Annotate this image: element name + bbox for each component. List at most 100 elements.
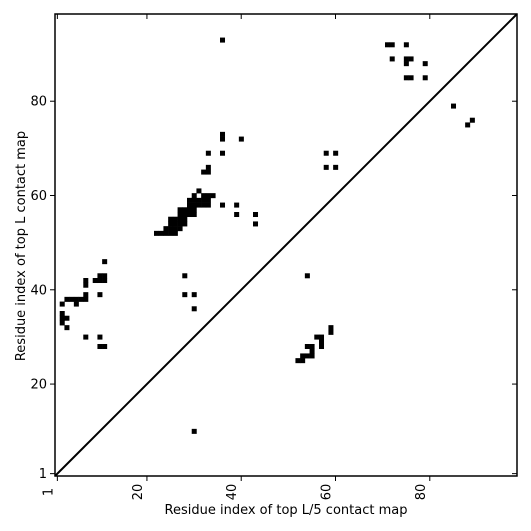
contact-point-top-l5 bbox=[328, 329, 334, 335]
contact-point-top-l bbox=[177, 216, 183, 222]
contact-point-top-l bbox=[389, 56, 395, 62]
contact-point-top-l bbox=[102, 344, 108, 350]
contact-point-top-l bbox=[182, 221, 188, 227]
contact-point-top-l bbox=[177, 221, 183, 227]
contact-point-top-l bbox=[97, 278, 103, 284]
contact-point-top-l bbox=[59, 311, 65, 317]
contact-point-top-l bbox=[220, 37, 226, 43]
plot-frame bbox=[54, 13, 518, 477]
diagonal-line bbox=[54, 13, 518, 477]
x-tick-label: 20 bbox=[131, 484, 146, 501]
y-axis-title: Residue index of top L contact map bbox=[14, 131, 29, 361]
contact-point-top-l bbox=[92, 278, 98, 284]
contact-point-top-l bbox=[403, 75, 409, 81]
contact-point-top-l bbox=[205, 202, 211, 208]
contact-point-top-l5 bbox=[319, 334, 325, 340]
x-tick-label: 1 bbox=[41, 488, 56, 496]
contact-point-top-l bbox=[191, 207, 197, 213]
x-axis-ticks: 1 20 40 60 80 bbox=[41, 14, 431, 501]
contact-point-top-l bbox=[323, 150, 329, 156]
contact-point-top-l5 bbox=[309, 344, 315, 350]
contact-point-top-l bbox=[83, 334, 89, 340]
contact-point-top-l bbox=[451, 103, 457, 109]
contact-point-top-l bbox=[220, 202, 226, 208]
contact-point-top-l bbox=[422, 61, 428, 67]
contact-point-top-l bbox=[191, 197, 197, 203]
y-tick-label: 20 bbox=[30, 378, 47, 393]
contact-point-top-l bbox=[323, 164, 329, 170]
contact-point-top-l bbox=[191, 292, 197, 298]
contact-point-top-l bbox=[403, 56, 409, 62]
contact-point-top-l bbox=[83, 296, 89, 302]
contact-point-top-l bbox=[205, 150, 211, 156]
contact-point-top-l bbox=[97, 273, 103, 279]
contact-point-top-l bbox=[59, 315, 65, 321]
x-tick-label: 80 bbox=[414, 484, 429, 501]
contact-point-top-l bbox=[201, 197, 207, 203]
contact-point-top-l bbox=[304, 273, 310, 279]
contact-point-top-l bbox=[163, 230, 169, 236]
contact-point-top-l bbox=[187, 197, 193, 203]
y-tick-label: 80 bbox=[30, 95, 47, 110]
contact-point-top-l bbox=[465, 122, 471, 128]
contact-point-top-l bbox=[182, 216, 188, 222]
contact-point-top-l bbox=[97, 292, 103, 298]
contact-point-top-l5 bbox=[300, 353, 306, 359]
contact-point-top-l bbox=[191, 212, 197, 218]
contact-point-top-l bbox=[69, 296, 75, 302]
contact-point-top-l bbox=[168, 221, 174, 227]
contact-point-top-l5 bbox=[295, 358, 301, 364]
contact-point-top-l5 bbox=[304, 344, 310, 350]
contact-point-top-l5 bbox=[191, 428, 197, 434]
contact-point-top-l bbox=[83, 282, 89, 288]
contact-point-top-l bbox=[182, 273, 188, 279]
contact-point-top-l bbox=[172, 226, 178, 232]
contact-point-top-l5 bbox=[309, 353, 315, 359]
contact-point-top-l bbox=[177, 226, 183, 232]
contact-point-top-l bbox=[333, 150, 339, 156]
contact-point-top-l bbox=[201, 193, 207, 199]
contact-point-top-l bbox=[168, 216, 174, 222]
contact-point-top-l bbox=[172, 221, 178, 227]
contact-point-top-l bbox=[102, 278, 108, 284]
contact-point-top-l5 bbox=[309, 348, 315, 354]
contact-point-top-l bbox=[220, 150, 226, 156]
contact-point-top-l bbox=[182, 292, 188, 298]
contact-point-top-l bbox=[182, 212, 188, 218]
contact-point-top-l5 bbox=[314, 334, 320, 340]
contact-point-top-l bbox=[83, 292, 89, 298]
contact-point-top-l bbox=[408, 56, 414, 62]
contact-point-top-l bbox=[191, 193, 197, 199]
contact-point-top-l bbox=[64, 325, 70, 331]
contact-point-top-l bbox=[403, 42, 409, 48]
contact-point-top-l bbox=[102, 273, 108, 279]
contact-point-top-l bbox=[78, 296, 84, 302]
contact-point-top-l bbox=[201, 202, 207, 208]
contact-point-top-l bbox=[59, 320, 65, 326]
contact-point-top-l bbox=[73, 301, 79, 307]
y-axis-ticks: 1 20 40 60 80 bbox=[30, 95, 517, 482]
y-tick-label: 60 bbox=[30, 189, 47, 204]
contact-point-top-l bbox=[177, 212, 183, 218]
contact-point-top-l bbox=[187, 207, 193, 213]
contact-point-top-l bbox=[158, 230, 164, 236]
contact-point-top-l bbox=[97, 334, 103, 340]
contact-point-top-l bbox=[97, 344, 103, 350]
contact-point-top-l bbox=[389, 42, 395, 48]
contact-point-top-l bbox=[59, 301, 65, 307]
contact-point-top-l bbox=[205, 197, 211, 203]
contact-point-top-l5 bbox=[319, 344, 325, 350]
x-tick-label: 60 bbox=[320, 484, 335, 501]
contact-point-top-l bbox=[64, 296, 70, 302]
contact-point-top-l bbox=[182, 207, 188, 213]
contact-point-top-l5 bbox=[300, 358, 306, 364]
contact-point-top-l bbox=[205, 193, 211, 199]
contact-point-top-l bbox=[73, 296, 79, 302]
contact-point-top-l bbox=[234, 212, 240, 218]
contact-point-top-l bbox=[422, 75, 428, 81]
contact-point-top-l bbox=[205, 169, 211, 175]
contact-point-top-l bbox=[220, 136, 226, 142]
contact-point-top-l bbox=[177, 207, 183, 213]
contact-point-top-l bbox=[196, 188, 202, 194]
contact-point-top-l bbox=[64, 315, 70, 321]
